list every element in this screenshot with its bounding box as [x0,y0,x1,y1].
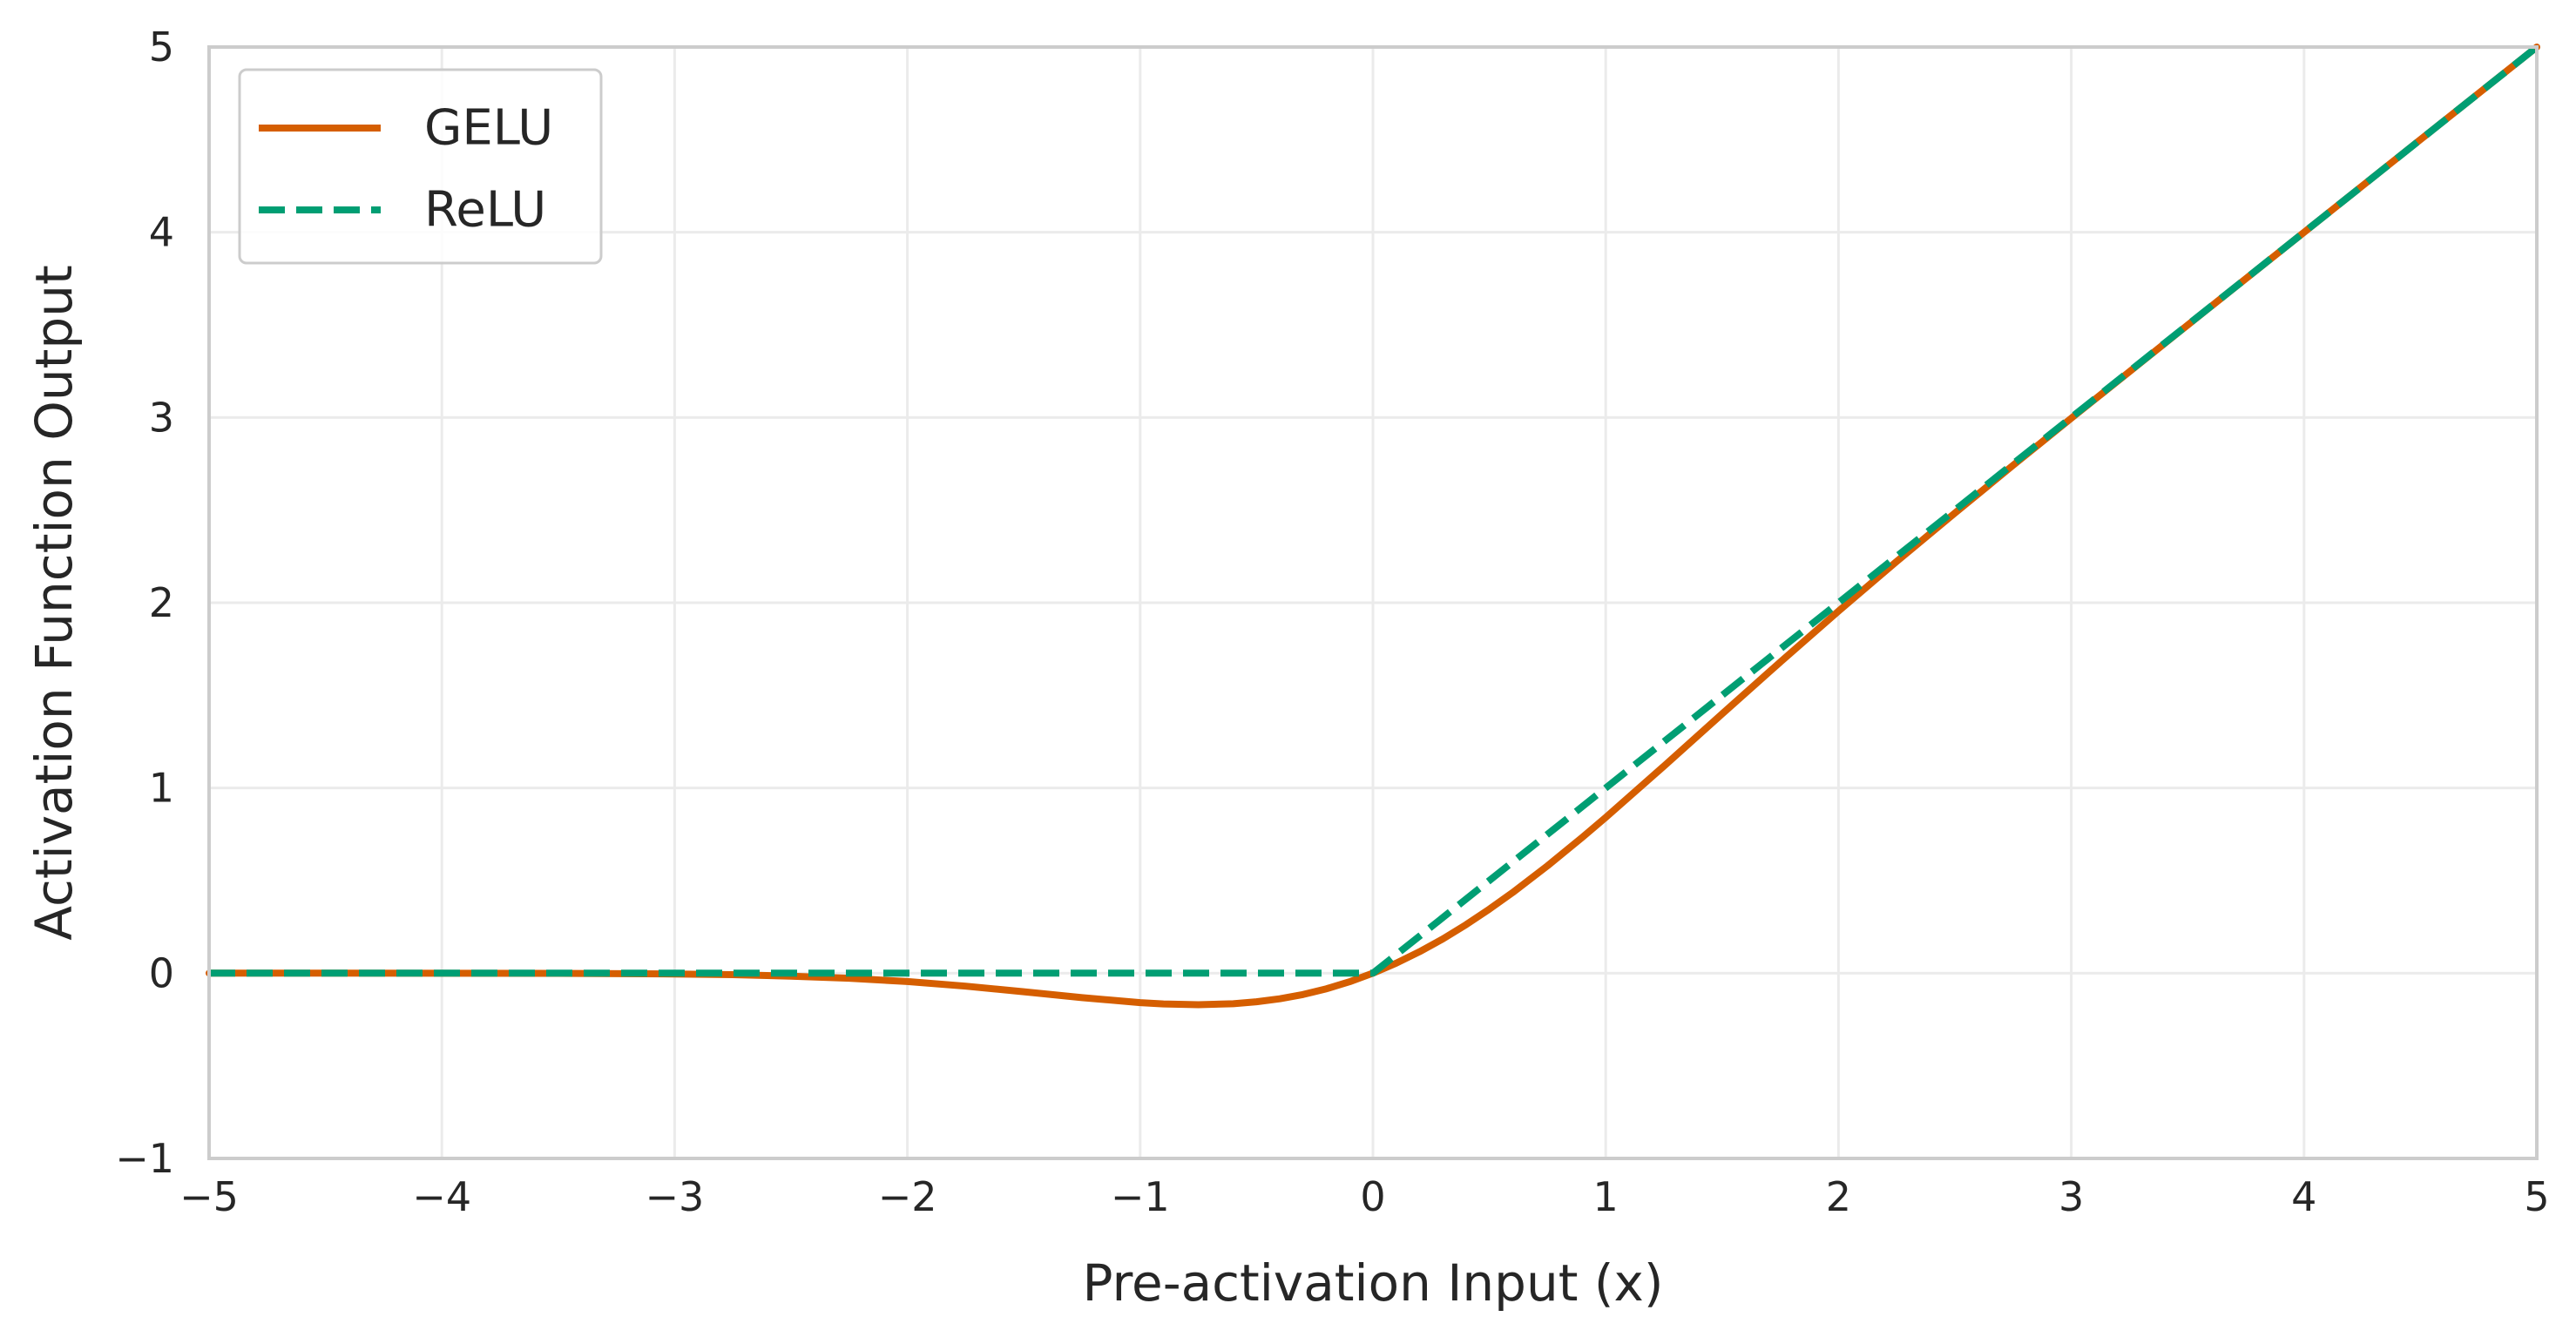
y-axis-label: Activation Function Output [24,265,84,940]
x-tick-label: −5 [179,1173,239,1220]
x-tick-label: 0 [1360,1173,1385,1220]
legend-box [238,68,603,265]
y-tick-label: −1 [115,1135,174,1182]
x-tick-label: −1 [1111,1173,1170,1220]
x-tick-label: 3 [2059,1173,2084,1220]
x-tick-label: −2 [878,1173,937,1220]
x-tick-label: 1 [1593,1173,1619,1220]
legend: GELU ReLU [238,68,603,265]
y-tick-label: 4 [149,209,174,256]
plot-frame [207,45,2539,1160]
x-tick-label: −4 [412,1173,471,1220]
y-tick-label: 3 [149,394,174,441]
series-lines [206,44,2540,1009]
y-tick-label: 1 [149,765,174,812]
tick-labels: −5 −4 −3 −2 −1 0 1 2 3 4 5 −1 0 1 2 3 4 5 [115,24,2549,1220]
x-tick-label: 5 [2524,1173,2549,1220]
y-tick-label: 5 [149,24,174,71]
y-tick-label: 0 [149,949,174,996]
x-tick-label: −3 [645,1173,704,1220]
series-line-relu [209,44,2539,977]
x-tick-label: 4 [2291,1173,2316,1220]
legend-label-gelu: GELU [424,100,553,157]
legend-label-relu: ReLU [424,182,546,239]
x-tick-label: 2 [1826,1173,1851,1220]
y-tick-label: 2 [149,579,174,626]
x-axis-label: Pre-activation Input (x) [1082,1253,1663,1313]
